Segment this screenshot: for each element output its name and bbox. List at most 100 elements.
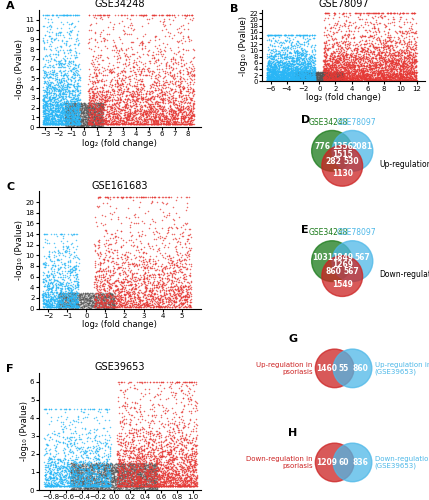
Point xyxy=(336,66,343,74)
Point xyxy=(149,215,156,223)
Point xyxy=(105,482,112,490)
Point xyxy=(406,69,413,77)
Point xyxy=(304,75,311,83)
Point xyxy=(366,76,373,84)
Point xyxy=(129,58,136,66)
Point xyxy=(107,471,114,479)
Point xyxy=(64,466,71,473)
Point xyxy=(107,480,114,488)
Point xyxy=(76,482,83,490)
Point xyxy=(76,472,83,480)
Point xyxy=(302,65,308,73)
Point xyxy=(149,116,156,124)
Point xyxy=(104,286,111,294)
Point xyxy=(285,56,292,64)
Point xyxy=(345,53,352,61)
Point xyxy=(307,74,314,82)
Point xyxy=(63,482,69,490)
Point xyxy=(97,470,104,478)
Point xyxy=(284,70,291,78)
Point xyxy=(338,63,345,71)
Point xyxy=(299,76,306,84)
Point xyxy=(128,476,135,484)
Point xyxy=(73,106,80,114)
Point xyxy=(324,74,331,82)
Point xyxy=(85,304,92,312)
Point xyxy=(101,267,108,275)
Point xyxy=(366,60,372,68)
Point xyxy=(73,474,80,482)
Point xyxy=(50,294,57,302)
Point xyxy=(275,64,281,72)
Point xyxy=(139,478,146,486)
Point xyxy=(114,108,121,116)
Point xyxy=(137,472,144,480)
Point xyxy=(141,264,148,272)
Point xyxy=(87,299,94,307)
Point xyxy=(265,70,272,78)
Point xyxy=(371,76,378,84)
Point xyxy=(171,462,178,469)
Point xyxy=(122,298,129,306)
Point xyxy=(142,269,148,277)
Point xyxy=(149,461,156,469)
Point xyxy=(383,44,390,52)
Point xyxy=(40,298,47,306)
Point xyxy=(64,296,71,304)
Point xyxy=(100,482,106,490)
Point xyxy=(94,460,101,468)
Point xyxy=(82,478,89,486)
Point xyxy=(94,464,101,472)
Point xyxy=(48,300,55,308)
Point xyxy=(127,285,134,293)
Point xyxy=(80,450,87,458)
Point xyxy=(76,479,82,487)
Point xyxy=(148,446,155,454)
Point xyxy=(151,476,157,484)
Point xyxy=(138,472,145,480)
Point xyxy=(173,94,180,102)
Point xyxy=(338,64,345,72)
Point xyxy=(70,118,77,126)
Point xyxy=(178,286,184,294)
Point xyxy=(71,470,78,478)
Point xyxy=(169,292,175,300)
Point xyxy=(73,113,80,121)
Point xyxy=(55,116,62,124)
Point xyxy=(270,58,277,66)
Point xyxy=(408,72,415,80)
Point xyxy=(160,283,167,291)
Point xyxy=(381,59,388,67)
Point xyxy=(311,76,317,84)
Point xyxy=(96,478,103,486)
Point xyxy=(45,482,52,490)
Point xyxy=(44,430,51,438)
Point xyxy=(73,303,79,311)
Point xyxy=(155,106,162,114)
Point xyxy=(124,116,131,124)
Point xyxy=(319,69,326,77)
Point xyxy=(79,121,86,129)
Point xyxy=(49,474,56,482)
Point xyxy=(322,76,329,84)
Point xyxy=(292,74,299,82)
Point xyxy=(289,72,296,80)
Point xyxy=(335,62,341,70)
Point xyxy=(334,56,341,64)
Point xyxy=(147,101,154,109)
Point xyxy=(160,268,166,276)
Point xyxy=(190,472,196,480)
Point xyxy=(57,104,63,112)
Point xyxy=(319,70,326,78)
Point xyxy=(118,482,125,490)
Point xyxy=(106,292,113,300)
Point xyxy=(56,294,63,302)
Point xyxy=(150,114,157,122)
Point xyxy=(120,476,127,484)
Point xyxy=(111,302,118,310)
Point xyxy=(180,105,187,113)
Point xyxy=(68,264,75,272)
Point xyxy=(64,103,71,111)
Point xyxy=(78,107,85,115)
Point xyxy=(314,75,320,83)
